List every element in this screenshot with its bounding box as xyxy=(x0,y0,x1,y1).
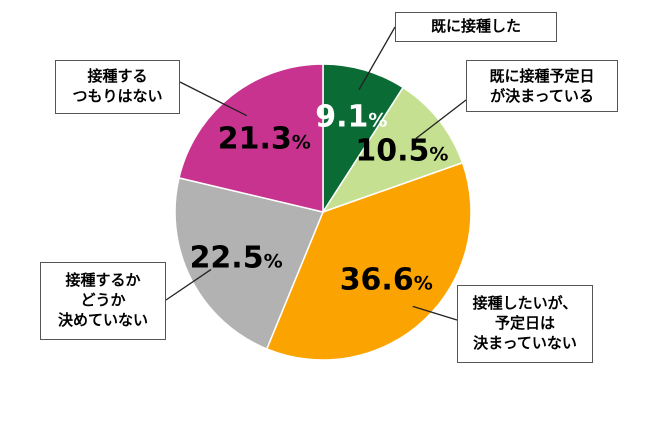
callout-line: 予定日は xyxy=(494,314,555,332)
value-number: 22.5 xyxy=(190,241,264,276)
callout-line: 決まっていない xyxy=(473,334,577,352)
value-number: 36.6 xyxy=(340,262,414,297)
value-unit: % xyxy=(368,109,387,131)
pie-slice-no-intention xyxy=(178,63,324,213)
value-unit: % xyxy=(414,272,433,294)
pie-slices xyxy=(174,63,472,361)
callout-line: どうか xyxy=(80,291,126,309)
leader-line-date-scheduled xyxy=(415,99,467,140)
pie-slice-already-vaccinated xyxy=(322,63,405,215)
value-label-no-intention: 21.3% xyxy=(218,122,311,157)
callout-date-scheduled: 既に接種予定日 が決まっている xyxy=(466,60,618,112)
value-number: 10.5 xyxy=(355,134,429,169)
callout-line: 接種するか xyxy=(65,271,141,289)
value-label-date-scheduled: 10.5% xyxy=(355,134,448,169)
value-unit: % xyxy=(429,144,448,166)
value-labels: 9.1%10.5%36.6%22.5%21.3% xyxy=(190,99,449,297)
callout-line: 既に接種予定日 xyxy=(489,67,595,85)
callout-line: 決めていない xyxy=(57,311,148,329)
callout-want-no-date: 接種したいが、 予定日は 決まっていない xyxy=(457,285,593,363)
callout-no-intention: 接種する つもりはない xyxy=(55,60,180,114)
callout-undecided: 接種するか どうか 決めていない xyxy=(40,262,166,340)
leader-line-already-vaccinated xyxy=(358,26,396,91)
callout-line: つもりはない xyxy=(72,87,163,105)
value-label-want-no-date: 36.6% xyxy=(340,262,433,297)
leader-lines xyxy=(165,26,467,321)
callout-line: 接種する xyxy=(87,67,148,85)
value-unit: % xyxy=(264,251,283,273)
callout-line: 既に接種した xyxy=(430,17,521,35)
pie-slice-want-no-date xyxy=(265,161,472,361)
value-label-undecided: 22.5% xyxy=(190,241,283,276)
callout-already-vaccinated: 既に接種した xyxy=(395,12,557,42)
value-number: 9.1 xyxy=(315,99,368,134)
value-label-already-vaccinated: 9.1% xyxy=(315,99,387,134)
callout-line: が決まっている xyxy=(490,87,594,105)
leader-line-no-intention xyxy=(179,81,248,117)
leader-line-undecided xyxy=(165,268,212,301)
value-number: 21.3 xyxy=(218,122,292,157)
leader-line-want-no-date xyxy=(412,305,458,321)
pie-slice-undecided xyxy=(174,176,325,350)
value-unit: % xyxy=(292,132,311,154)
callout-line: 接種したいが、 xyxy=(472,294,578,312)
